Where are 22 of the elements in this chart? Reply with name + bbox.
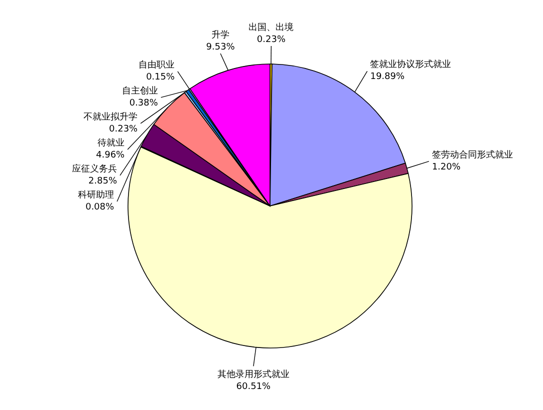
- slice-label: 升学: [211, 29, 230, 40]
- data-label: 0.38%: [129, 98, 158, 108]
- slice-label: 签劳动合同形式就业: [432, 149, 513, 160]
- data-label: 60.51%: [236, 382, 272, 392]
- data-label: 0.15%: [146, 72, 176, 82]
- slice-label: 待就业: [98, 137, 125, 148]
- slice-label: 自由职业: [138, 59, 175, 70]
- slice-label: 出国、出境: [248, 22, 294, 34]
- data-label: 0.08%: [85, 202, 115, 212]
- data-label: 2.85%: [88, 176, 118, 186]
- data-label: 9.53%: [206, 42, 236, 52]
- data-label: 4.96%: [96, 150, 126, 160]
- slice-label: 不就业拟升学: [84, 111, 138, 122]
- data-label: 1.20%: [432, 162, 461, 172]
- data-label: 0.23%: [256, 35, 286, 46]
- slice-label: 应征义务兵: [72, 163, 118, 174]
- slice-label: 科研助理: [78, 189, 114, 200]
- slice-label: 签就业协议形式就业: [370, 59, 452, 70]
- data-label: 0.23%: [109, 124, 138, 134]
- data-label: 19.89%: [370, 72, 405, 82]
- slice-label: 其他录用形式就业: [217, 369, 290, 380]
- slice-label: 自主创业: [122, 85, 158, 96]
